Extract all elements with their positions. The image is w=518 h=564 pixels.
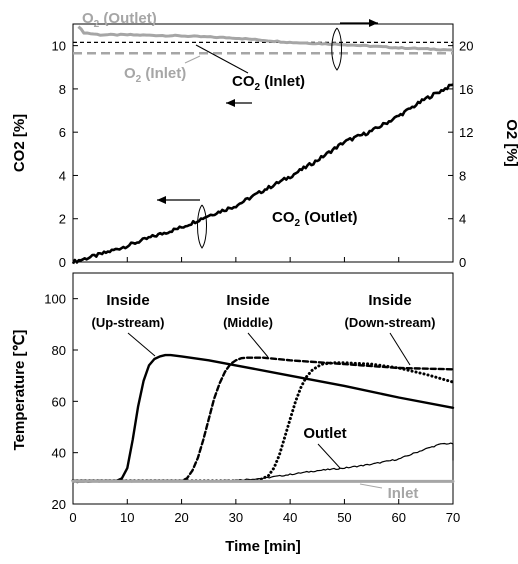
leader-o2-inlet (184, 55, 201, 64)
arrow-left-axis-co2-outlet-head (157, 196, 166, 204)
label-o2-inlet: O2 (Inlet) (124, 65, 186, 85)
y-tick-label-right: 12 (459, 125, 473, 140)
series-line-co2-outlet- (71, 83, 454, 265)
label-inside-up: Inside (106, 292, 149, 309)
y-tick-label: 80 (52, 343, 66, 358)
leader-inside-up (127, 332, 156, 357)
x-tick-label: 60 (391, 510, 405, 525)
label-inside-mid: Inside (226, 292, 269, 309)
label-co2-inlet: CO2 (Inlet) (232, 73, 305, 93)
y-tick-label-left: 8 (59, 82, 66, 97)
y-tick-label: 100 (44, 292, 66, 307)
y-tick-label-left: 4 (59, 168, 66, 183)
temperature-panel: 20 40 60 80 100 0 10 20 30 40 50 60 70 Temperature [℃… (11, 272, 460, 555)
series-line-inside-middle- (71, 356, 455, 483)
y-tick-label: 60 (52, 394, 66, 409)
y-tick-label-left: 6 (59, 125, 66, 140)
leader-outlet (317, 443, 341, 469)
x-tick-label: 20 (174, 510, 188, 525)
x-tick-label: 10 (120, 510, 134, 525)
y-tick-label: 20 (52, 497, 66, 512)
x-tick-label: 50 (337, 510, 351, 525)
label-inside-down: Inside (368, 292, 411, 309)
x-tick-label: 30 (229, 510, 243, 525)
label-inside-mid-sub: (Middle) (223, 315, 273, 330)
curl-mark-co2 (197, 204, 207, 249)
label-inside-down-sub: (Down-stream) (344, 315, 435, 330)
leader-inlet (359, 483, 383, 489)
y-tick-label-right: 4 (459, 212, 466, 227)
x-tick-label: 0 (69, 510, 76, 525)
label-o2-outlet: O2 (Outlet) (82, 10, 157, 30)
series-line-inside-up-stream- (71, 353, 455, 483)
label-inlet: Inlet (388, 485, 419, 502)
y-tick-label-left: 0 (59, 255, 66, 270)
y-tick-label-left: 10 (52, 39, 66, 54)
bottom-plot-frame (72, 272, 454, 505)
arrow-left-axis-co2-inlet-head (226, 99, 235, 107)
series-line-o2-outlet- (77, 25, 454, 52)
x-axis-label-time: Time [min] (225, 538, 301, 555)
co2-o2-panel: 0 2 4 6 8 10 0 4 8 12 16 20 CO2 [%] O2 [%] O2 (Outlet)… (11, 10, 518, 270)
label-outlet: Outlet (303, 425, 346, 442)
curl-mark-o2 (331, 27, 342, 71)
label-co2-outlet: CO2 (Outlet) (272, 209, 358, 229)
series-line-inside-down-stream- (71, 361, 455, 483)
leader-co2-inlet (195, 44, 249, 74)
x-tick-label: 70 (446, 510, 460, 525)
y-axis-label-o2: O2 [%] (503, 119, 518, 167)
y-tick-label-right: 20 (459, 39, 473, 54)
y-axis-label-temperature: Temperature [℃] (11, 330, 28, 451)
y-tick-label-right: 0 (459, 255, 466, 270)
y-tick-label-right: 8 (459, 168, 466, 183)
x-tick-label: 40 (283, 510, 297, 525)
top-plot-frame (72, 23, 454, 263)
leader-inside-down (389, 332, 411, 366)
y-tick-label-right: 16 (459, 82, 473, 97)
y-axis-label-co2: CO2 [%] (11, 114, 28, 172)
arrow-right-axis-head (369, 19, 378, 27)
label-inside-up-sub: (Up-stream) (92, 315, 165, 330)
leader-inside-mid (247, 332, 269, 358)
y-tick-label: 40 (52, 446, 66, 461)
y-tick-label-left: 2 (59, 212, 66, 227)
